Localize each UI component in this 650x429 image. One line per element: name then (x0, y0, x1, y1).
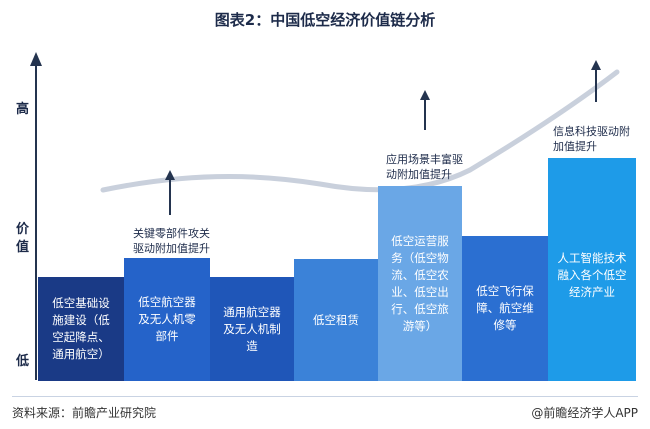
y-label-high: 高 (16, 102, 30, 117)
annotation-components: 关键零部件攻关 驱动附加值提升 (133, 227, 210, 255)
y-label-low: 低 (16, 354, 30, 369)
bar-ai-technology: 人工智能技术 融入各个低空 经济产业 (548, 158, 636, 381)
bar-operation-services: 低空运营服 务（低空物 流、低空农 业、低空出 行、低空旅 游等） (378, 186, 462, 381)
footer-divider (12, 396, 638, 397)
bar-ai-technology-label: 人工智能技术 融入各个低空 经济产业 (557, 251, 627, 299)
bar-components: 低空航空器 及无人机零 部件 (124, 258, 210, 381)
bar-manufacturing: 通用航空器 及无人机制 造 (210, 277, 294, 381)
bar-components-label: 低空航空器 及无人机零 部件 (138, 295, 196, 343)
y-axis-arrow-icon (30, 52, 42, 66)
bar-leasing: 低空租赁 (294, 259, 378, 381)
annotation-info-tech: 信息科技驱动附 加值提升 (553, 125, 630, 153)
bar-flight-support-label: 低空飞行保 障、航空维 修等 (476, 284, 534, 332)
footer-source: 资料来源：前瞻产业研究院 (12, 406, 157, 420)
bar-flight-support: 低空飞行保 障、航空维 修等 (462, 236, 548, 381)
y-label-value-1: 价 (16, 222, 30, 237)
bar-manufacturing-label: 通用航空器 及无人机制 造 (223, 304, 281, 353)
annotation-applications: 应用场景丰富驱 动附加值提升 (386, 153, 463, 181)
y-label-value-2: 值 (16, 240, 30, 255)
value-curve (100, 69, 620, 193)
bar-infrastructure-label: 低空基础设 施建设（低 空起降点、 通用航空） (52, 296, 110, 361)
footer-brand: @前瞻经济学人APP (531, 406, 638, 420)
bar-operation-services-label: 低空运营服 务（低空物 流、低空农 业、低空出 行、低空旅 游等） (391, 233, 449, 333)
chart-title: 图表2：中国低空经济价值链分析 (214, 11, 436, 29)
bar-leasing-label: 低空租赁 (313, 312, 359, 327)
arrow-up-3-head-icon (591, 60, 601, 70)
arrow-up-2-head-icon (420, 90, 430, 100)
bar-infrastructure: 低空基础设 施建设（低 空起降点、 通用航空） (38, 277, 124, 381)
arrow-up-1-head-icon (165, 170, 175, 180)
